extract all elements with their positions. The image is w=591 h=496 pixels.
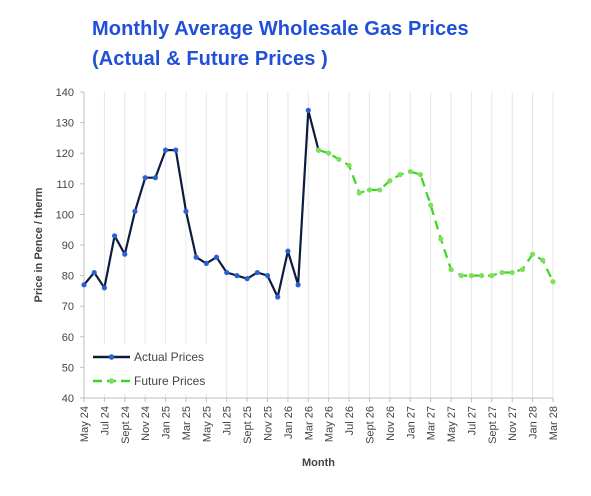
actual-price-point: [101, 285, 107, 291]
x-tick-label: Mar 28: [548, 406, 560, 440]
x-tick-label: Sept 25: [242, 406, 254, 444]
future-price-point: [458, 273, 464, 279]
y-tick-label: 140: [56, 87, 74, 99]
future-price-point: [315, 147, 322, 153]
x-tick-label: May 27: [446, 406, 458, 442]
x-tick-label: Sept 24: [120, 406, 132, 444]
future-price-point: [468, 273, 475, 279]
legend: Actual Prices Future Prices: [88, 344, 216, 394]
future-price-point: [519, 266, 526, 273]
x-tick-label: Jan 28: [528, 406, 540, 439]
actual-price-point: [173, 147, 179, 153]
y-tick-label: 110: [56, 179, 74, 191]
actual-price-point: [122, 251, 128, 257]
x-tick-label: Jul 27: [466, 406, 478, 435]
legend-future-label: Future Prices: [134, 374, 205, 388]
future-price-point: [489, 273, 495, 279]
actual-price-point: [183, 208, 189, 214]
y-tick-label: 60: [62, 332, 74, 344]
legend-background: [88, 344, 216, 394]
future-price-point: [407, 168, 413, 175]
x-tick-label: May 24: [79, 406, 91, 442]
future-price-point: [336, 156, 342, 162]
y-tick-label: 40: [62, 393, 74, 405]
future-price-point: [356, 190, 362, 196]
future-price-point: [550, 279, 556, 285]
x-axis-title: Month: [302, 457, 335, 469]
future-price-point: [448, 266, 454, 273]
future-prices-line: [318, 149, 554, 283]
x-tick-label: Nov 24: [140, 406, 152, 441]
x-tick-label: May 25: [201, 406, 213, 442]
legend-actual-label: Actual Prices: [134, 350, 204, 364]
actual-price-point: [132, 208, 138, 214]
x-tick-label: Mar 26: [303, 406, 315, 440]
future-price-point: [499, 269, 505, 276]
x-tick-label: Sept 26: [364, 406, 376, 444]
y-tick-label: 90: [62, 240, 74, 252]
x-tick-label: Nov 26: [385, 406, 397, 441]
actual-price-point: [142, 175, 148, 181]
x-tick-label: Jan 27: [405, 406, 417, 439]
chart-title-line-2: (Actual & Future Prices ): [92, 48, 328, 70]
future-price-point: [428, 202, 434, 208]
actual-price-point: [152, 175, 158, 181]
actual-price-point: [285, 248, 291, 254]
future-price-point: [479, 273, 485, 279]
y-tick-label: 70: [62, 301, 74, 313]
actual-price-point: [234, 273, 240, 279]
legend-future-marker: [108, 378, 115, 384]
actual-price-point: [81, 282, 87, 288]
x-axis: May 24 Jul 24 Sept 24 Nov 24 Jan 25 Mar 25 May…: [79, 397, 560, 444]
future-price-point: [438, 236, 444, 242]
x-tick-label: Jul 24: [99, 406, 111, 435]
actual-price-point: [275, 294, 281, 300]
actual-price-point: [203, 260, 209, 266]
legend-actual-marker: [108, 354, 115, 360]
x-tick-label: Jul 26: [344, 406, 356, 435]
chart-title-line-1: Monthly Average Wholesale Gas Prices: [92, 18, 469, 40]
future-price-point: [377, 187, 383, 193]
actual-price-point: [162, 147, 169, 153]
x-tick-label: Mar 25: [181, 406, 193, 440]
y-axis-title: Price in Pence / therm: [33, 187, 45, 302]
y-tick-label: 50: [62, 362, 74, 374]
x-tick-label: Mar 27: [426, 406, 438, 440]
x-tick-label: Sept 27: [487, 406, 499, 444]
x-tick-label: Nov 27: [507, 406, 519, 441]
y-axis: 40 50 60 70 80 90 100 110 120 130 140: [56, 87, 85, 405]
future-price-point: [366, 187, 373, 193]
actual-price-point: [91, 269, 97, 276]
future-price-point: [397, 172, 403, 178]
actual-price-point: [254, 269, 260, 276]
actual-price-point: [213, 254, 220, 260]
actual-price-point: [244, 276, 250, 282]
future-price-point: [509, 269, 515, 276]
actual-price-point: [193, 254, 199, 260]
future-price-point: [530, 251, 536, 257]
y-tick-label: 120: [56, 148, 74, 160]
actual-price-point: [295, 282, 301, 288]
future-price-point: [346, 162, 352, 169]
actual-price-point: [264, 273, 271, 279]
future-price-point: [387, 178, 393, 184]
y-tick-label: 100: [56, 209, 74, 221]
x-tick-label: Nov 25: [263, 406, 275, 441]
future-price-point: [540, 257, 546, 263]
chart-title: Monthly Average Wholesale Gas Prices (Ac…: [92, 14, 469, 74]
future-price-point: [326, 150, 332, 156]
data-series: [81, 107, 556, 300]
actual-price-point: [224, 269, 230, 276]
x-tick-label: Jan 26: [283, 406, 295, 439]
actual-price-point: [305, 107, 311, 113]
x-tick-label: May 26: [324, 406, 336, 442]
x-tick-label: Jan 25: [161, 406, 173, 439]
actual-prices-line: [83, 109, 320, 299]
y-tick-label: 80: [62, 271, 74, 283]
y-tick-label: 130: [56, 118, 74, 130]
future-price-point: [417, 172, 424, 178]
x-tick-label: Jul 25: [222, 406, 234, 435]
actual-price-point: [111, 233, 118, 239]
